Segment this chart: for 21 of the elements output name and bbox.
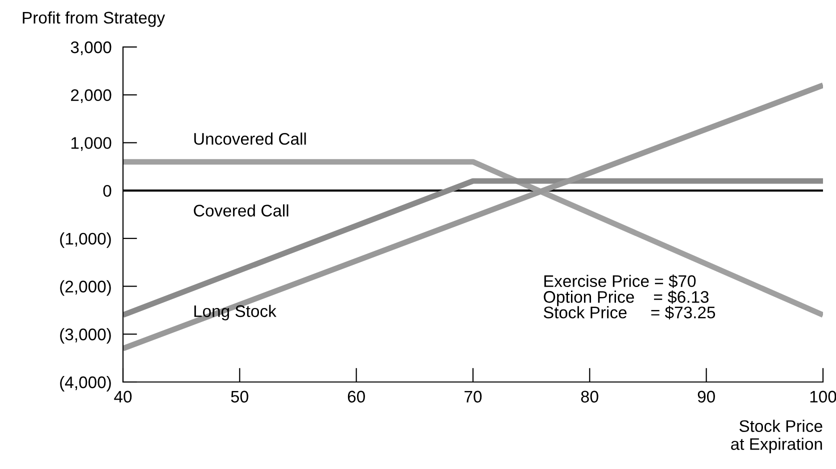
x-tick-label: 50: [231, 390, 248, 403]
y-tick-label: (2,000): [60, 280, 111, 296]
x-axis-title: Stock Price at Expiration: [731, 420, 822, 454]
series-label: Uncovered Call: [194, 132, 306, 145]
y-tick-label: 0: [103, 184, 112, 197]
x-tick-label: 80: [581, 390, 598, 403]
x-tick-label: 100: [810, 390, 836, 403]
annotation: Exercise Price = $70 Option Price = $6.13 Stock Price = $73.25: [544, 274, 716, 320]
y-tick-label: 1,000: [71, 137, 112, 151]
y-tick-label: (4,000): [60, 376, 111, 392]
x-tick-label: 90: [698, 390, 715, 403]
y-tick-label: 2,000: [71, 89, 112, 104]
x-tick-label: 70: [464, 390, 482, 403]
y-tick-label: 3,000: [70, 41, 112, 56]
x-tick-label: 60: [348, 390, 365, 403]
y-tick-label: (3,000): [60, 328, 111, 344]
x-tick-label: 40: [114, 390, 132, 403]
series-label: Long Stock: [194, 304, 276, 320]
y-tick-label: (1,000): [60, 232, 111, 248]
y-axis-title: Profit from Strategy: [22, 11, 166, 27]
series-label: Covered Call: [194, 204, 288, 217]
